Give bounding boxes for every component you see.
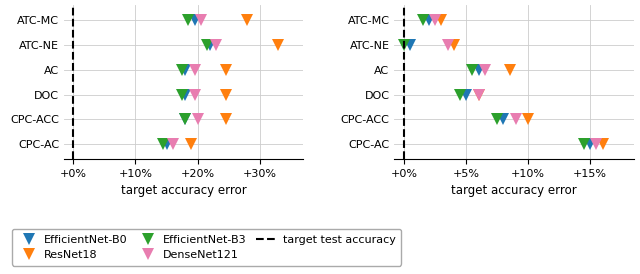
X-axis label: target accuracy error: target accuracy error bbox=[121, 184, 246, 197]
Legend: EfficientNet-B0, ResNet18, EfficientNet-B3, DenseNet121, target test accuracy: EfficientNet-B0, ResNet18, EfficientNet-… bbox=[12, 229, 401, 266]
X-axis label: target accuracy error: target accuracy error bbox=[451, 184, 577, 197]
